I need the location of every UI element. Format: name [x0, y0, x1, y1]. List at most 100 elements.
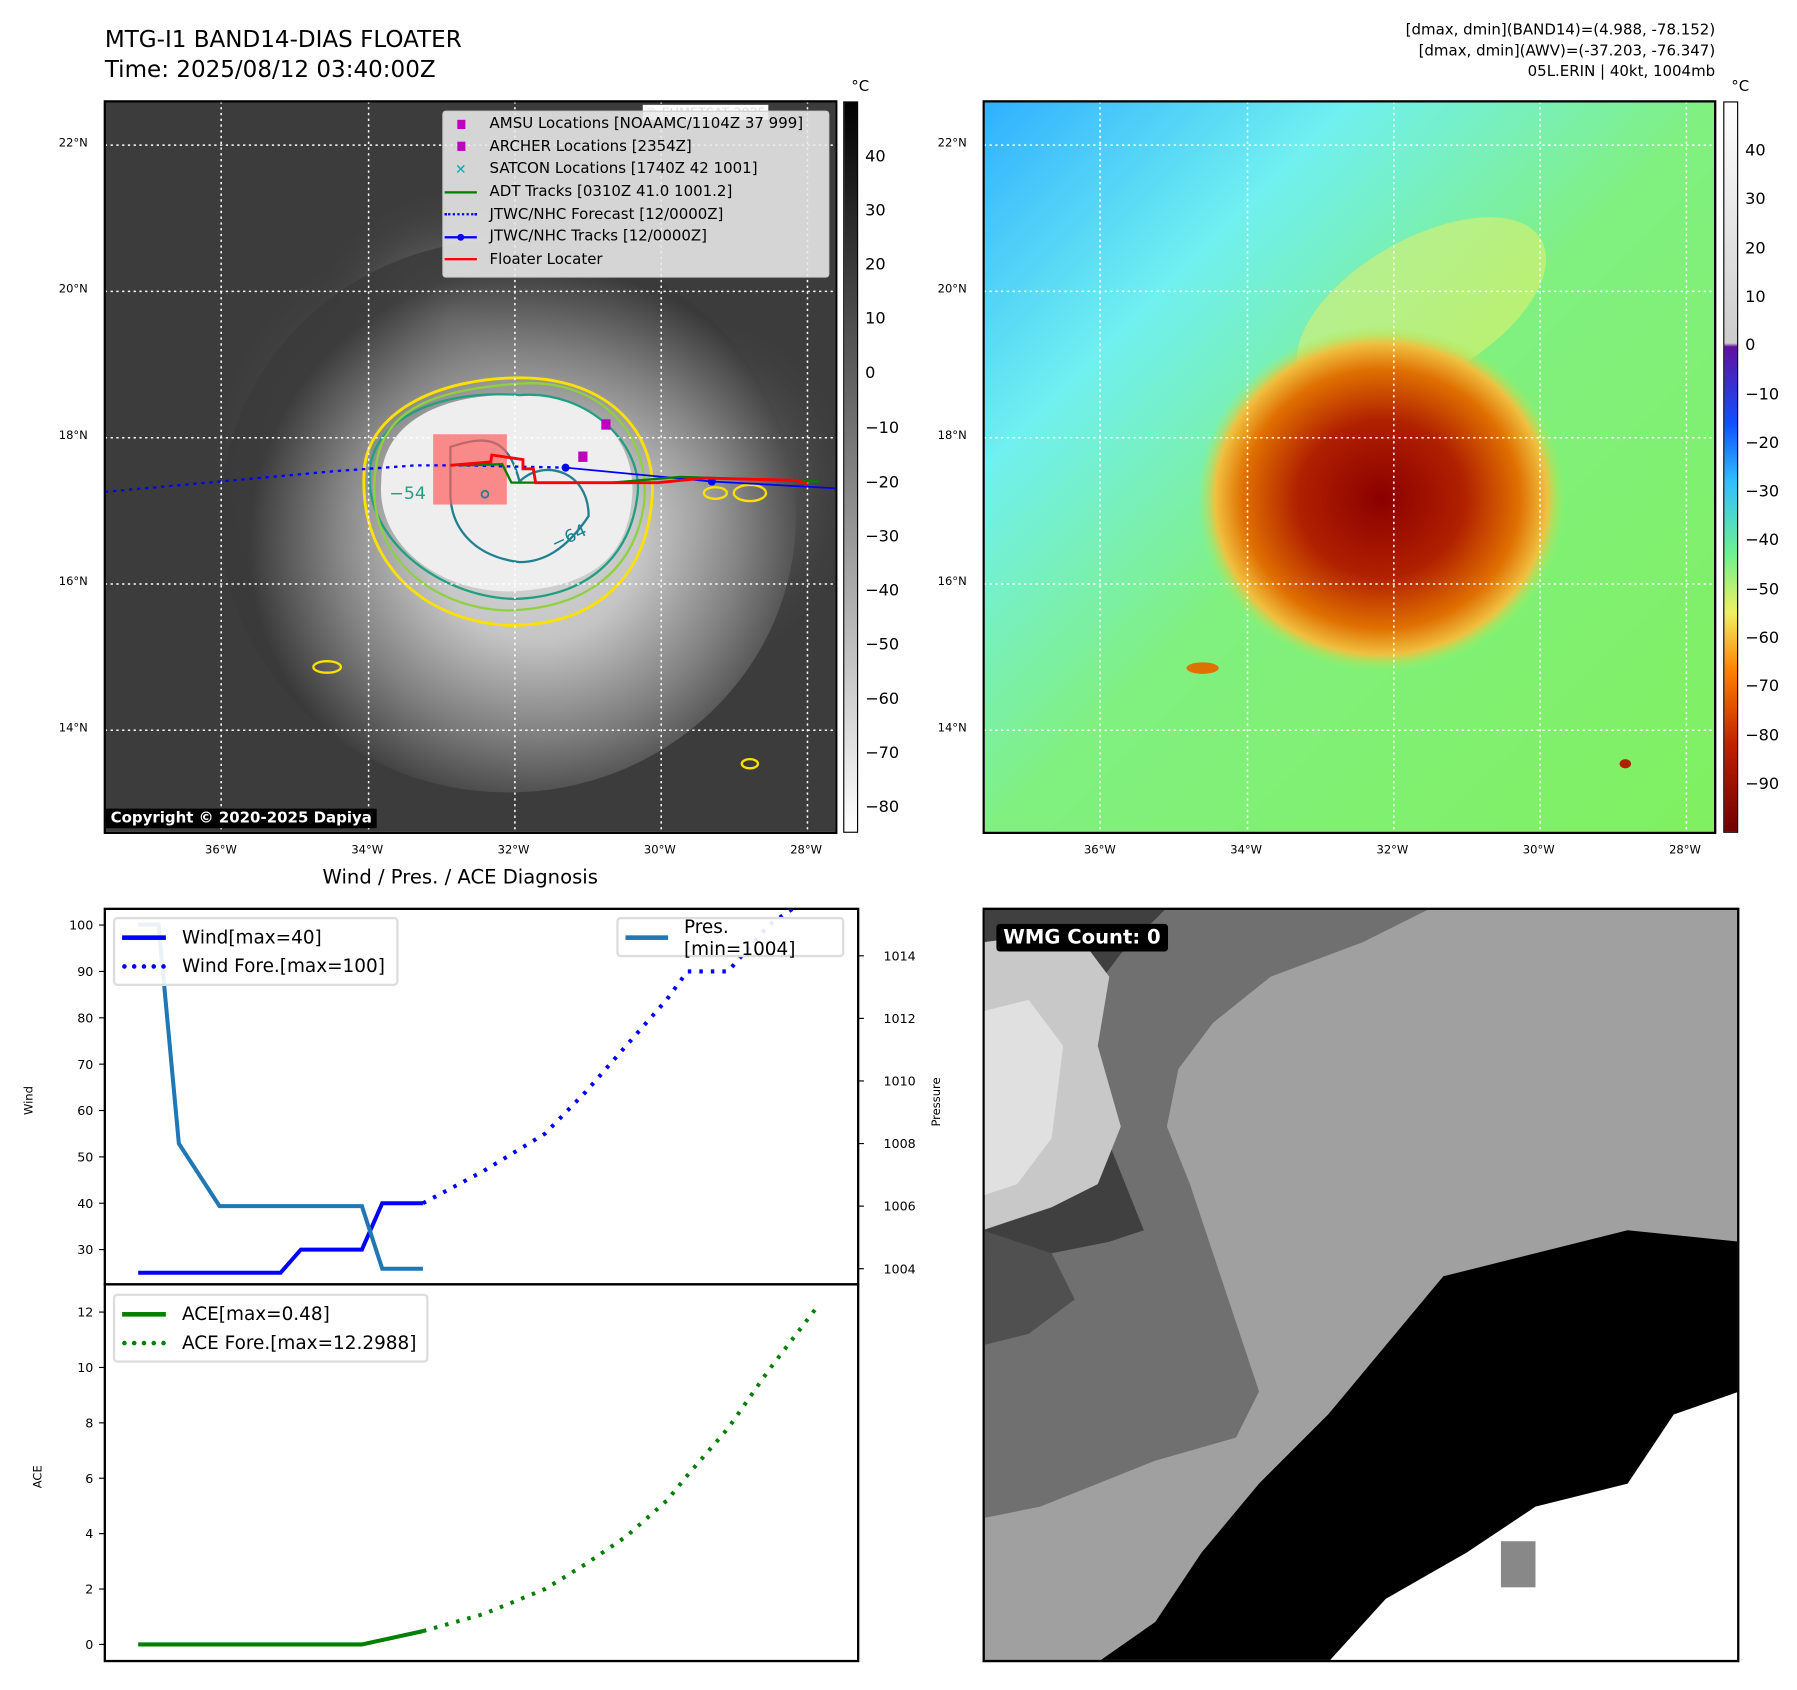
- colorbar-tick: −50: [1745, 580, 1780, 599]
- ace-axis-label: ACE: [32, 1465, 45, 1489]
- legend-label: ACE[max=0.48]: [182, 1302, 330, 1325]
- longitude-label: 34°W: [1230, 844, 1263, 858]
- floater-box: [433, 434, 507, 505]
- latitude-label: 16°N: [937, 575, 967, 589]
- y2-tick-label: 1014: [884, 948, 916, 963]
- latitude-label: 22°N: [937, 137, 967, 150]
- y-tick-label: 70: [77, 1057, 93, 1072]
- y2-tick-label: 1010: [884, 1074, 916, 1089]
- archer-marker: [578, 451, 588, 462]
- legend-label: AMSU Locations [NOAAMC/1104Z 37 999]: [489, 115, 804, 133]
- dotted-line-icon: [122, 963, 166, 969]
- awv-map-panel: [982, 100, 1717, 834]
- series-line-ace: [138, 1629, 424, 1647]
- latitude-label: 16°N: [58, 575, 88, 589]
- ir-colorbar: [843, 101, 859, 833]
- latitude-label: 14°N: [58, 722, 88, 735]
- y2-tick-label: 1008: [884, 1136, 916, 1151]
- y-tick-label: 60: [77, 1103, 93, 1118]
- latitude-label: 18°N: [58, 429, 88, 443]
- copyright-label: Copyright © 2020-2025 Dapiya: [105, 808, 377, 829]
- legend-label: Pres.[min=1004]: [683, 915, 796, 959]
- y-tick-label: 8: [85, 1415, 93, 1430]
- legend-label: Wind Fore.[max=100]: [182, 954, 385, 977]
- legend-label: JTWC/NHC Tracks [12/0000Z]: [489, 228, 708, 246]
- line-icon: [443, 258, 478, 261]
- longitude-label: 28°W: [790, 844, 823, 858]
- colorbar-tick: 20: [1745, 239, 1766, 258]
- colorbar-tick: −10: [1745, 385, 1780, 404]
- legend-label: JTWC/NHC Forecast [12/0000Z]: [489, 205, 724, 224]
- colorbar-tick: 10: [1745, 287, 1766, 307]
- awv-range: [dmax, dmin](AWV)=(-37.203, -76.347): [1418, 42, 1716, 60]
- y-tick-label: 40: [77, 1196, 93, 1211]
- longitude-label: 34°W: [351, 844, 384, 858]
- line-icon: [122, 934, 166, 940]
- colorbar-tick: 20: [865, 255, 886, 275]
- colorbar-tick: −60: [865, 689, 900, 709]
- chart-frame: [103, 1283, 860, 1663]
- y-tick-label: 12: [77, 1305, 93, 1320]
- amsu-marker: [601, 419, 611, 430]
- colorbar-tick: −40: [865, 581, 900, 600]
- colorbar-tick: −50: [865, 635, 900, 655]
- legend-label: Wind[max=40]: [182, 926, 322, 949]
- ir-map-panel: −54 −64 © EUMETSAT 2025 Copyright © 2020…: [103, 100, 838, 834]
- longitude-label: 36°W: [1083, 844, 1116, 858]
- series-line-wind: [138, 1201, 423, 1275]
- latitude-label: 22°N: [58, 137, 88, 150]
- colorbar-tick: −10: [865, 418, 900, 438]
- legend-item-tracks: JTWC/NHC Tracks [12/0000Z]: [443, 226, 828, 249]
- y2-tick-label: 1012: [884, 1011, 916, 1026]
- legend-item-adt: ADT Tracks [0310Z 41.0 1001.2]: [443, 181, 828, 204]
- y-tick-label: 90: [77, 964, 93, 979]
- x-marker-icon: ✕: [454, 161, 467, 178]
- band14-range: [dmax, dmin](BAND14)=(4.988, -78.152): [1405, 21, 1716, 40]
- diagnosis-chart: 3040506070809010010041006100810101012101…: [69, 907, 916, 1663]
- figure-title: MTG-I1 BAND14-DIAS FLOATER: [104, 25, 462, 53]
- series-line-ace-fore-: [422, 1302, 822, 1634]
- y-tick-label: 0: [85, 1637, 93, 1652]
- latitude-label: 20°N: [937, 283, 967, 297]
- longitude-label: 32°W: [497, 844, 530, 858]
- y-tick-label: 100: [69, 918, 93, 933]
- square-marker-icon: [443, 119, 478, 129]
- legend-item-floater: Floater Locater: [443, 248, 828, 271]
- legend-label: ACE Fore.[max=12.2988]: [182, 1331, 417, 1354]
- longitude-label: 28°W: [1669, 844, 1701, 858]
- dotted-line-icon: [443, 213, 478, 216]
- colorbar-unit: °C: [851, 78, 870, 96]
- y-tick-label: 50: [77, 1149, 93, 1164]
- longitude-label: 30°W: [1522, 844, 1555, 858]
- colorbar-tick: 40: [1745, 141, 1766, 161]
- legend-item-forecast: JTWC/NHC Forecast [12/0000Z]: [443, 203, 828, 226]
- wind-legend: Wind[max=40] Wind Fore.[max=100]: [112, 916, 399, 987]
- colorbar-tick: 30: [1745, 190, 1766, 209]
- colorbar-tick: −30: [1745, 482, 1780, 502]
- legend-item-archer: ARCHER Locations [2354Z]: [443, 135, 828, 158]
- legend-item-satcon: ✕ SATCON Locations [1740Z 42 1001]: [443, 158, 828, 181]
- colorbar-tick: 0: [1745, 336, 1756, 356]
- legend-label: SATCON Locations [1740Z 42 1001]: [489, 160, 758, 178]
- longitude-label: 36°W: [205, 844, 237, 858]
- colorbar-tick: −80: [1745, 726, 1780, 745]
- contour-label: −54: [389, 482, 426, 504]
- colorbar-unit: °C: [1731, 78, 1750, 96]
- awv-satellite-image: [984, 102, 1715, 832]
- colorbar-tick: 0: [865, 364, 876, 383]
- latitude-label: 14°N: [937, 722, 967, 735]
- legend-item-amsu: AMSU Locations [NOAAMC/1104Z 37 999]: [443, 113, 828, 136]
- figure-time: Time: 2025/08/12 03:40:00Z: [104, 55, 436, 83]
- dotted-line-icon: [122, 1340, 166, 1345]
- colorbar-tick: −20: [1745, 434, 1780, 453]
- colorbar-tick: −30: [865, 527, 900, 546]
- colorbar-tick: 40: [865, 147, 886, 166]
- latitude-label: 20°N: [58, 283, 88, 297]
- colorbar-tick: −70: [865, 744, 900, 763]
- wmg-panel: WMG Count: 0: [982, 907, 1740, 1663]
- y-tick-label: 80: [77, 1010, 93, 1025]
- wind-axis-label: Wind: [23, 1086, 36, 1116]
- colorbar-tick: 30: [865, 201, 886, 221]
- ace-legend: ACE[max=0.48] ACE Fore.[max=12.2988]: [112, 1293, 429, 1363]
- pressure-legend: Pres.[min=1004]: [616, 915, 845, 959]
